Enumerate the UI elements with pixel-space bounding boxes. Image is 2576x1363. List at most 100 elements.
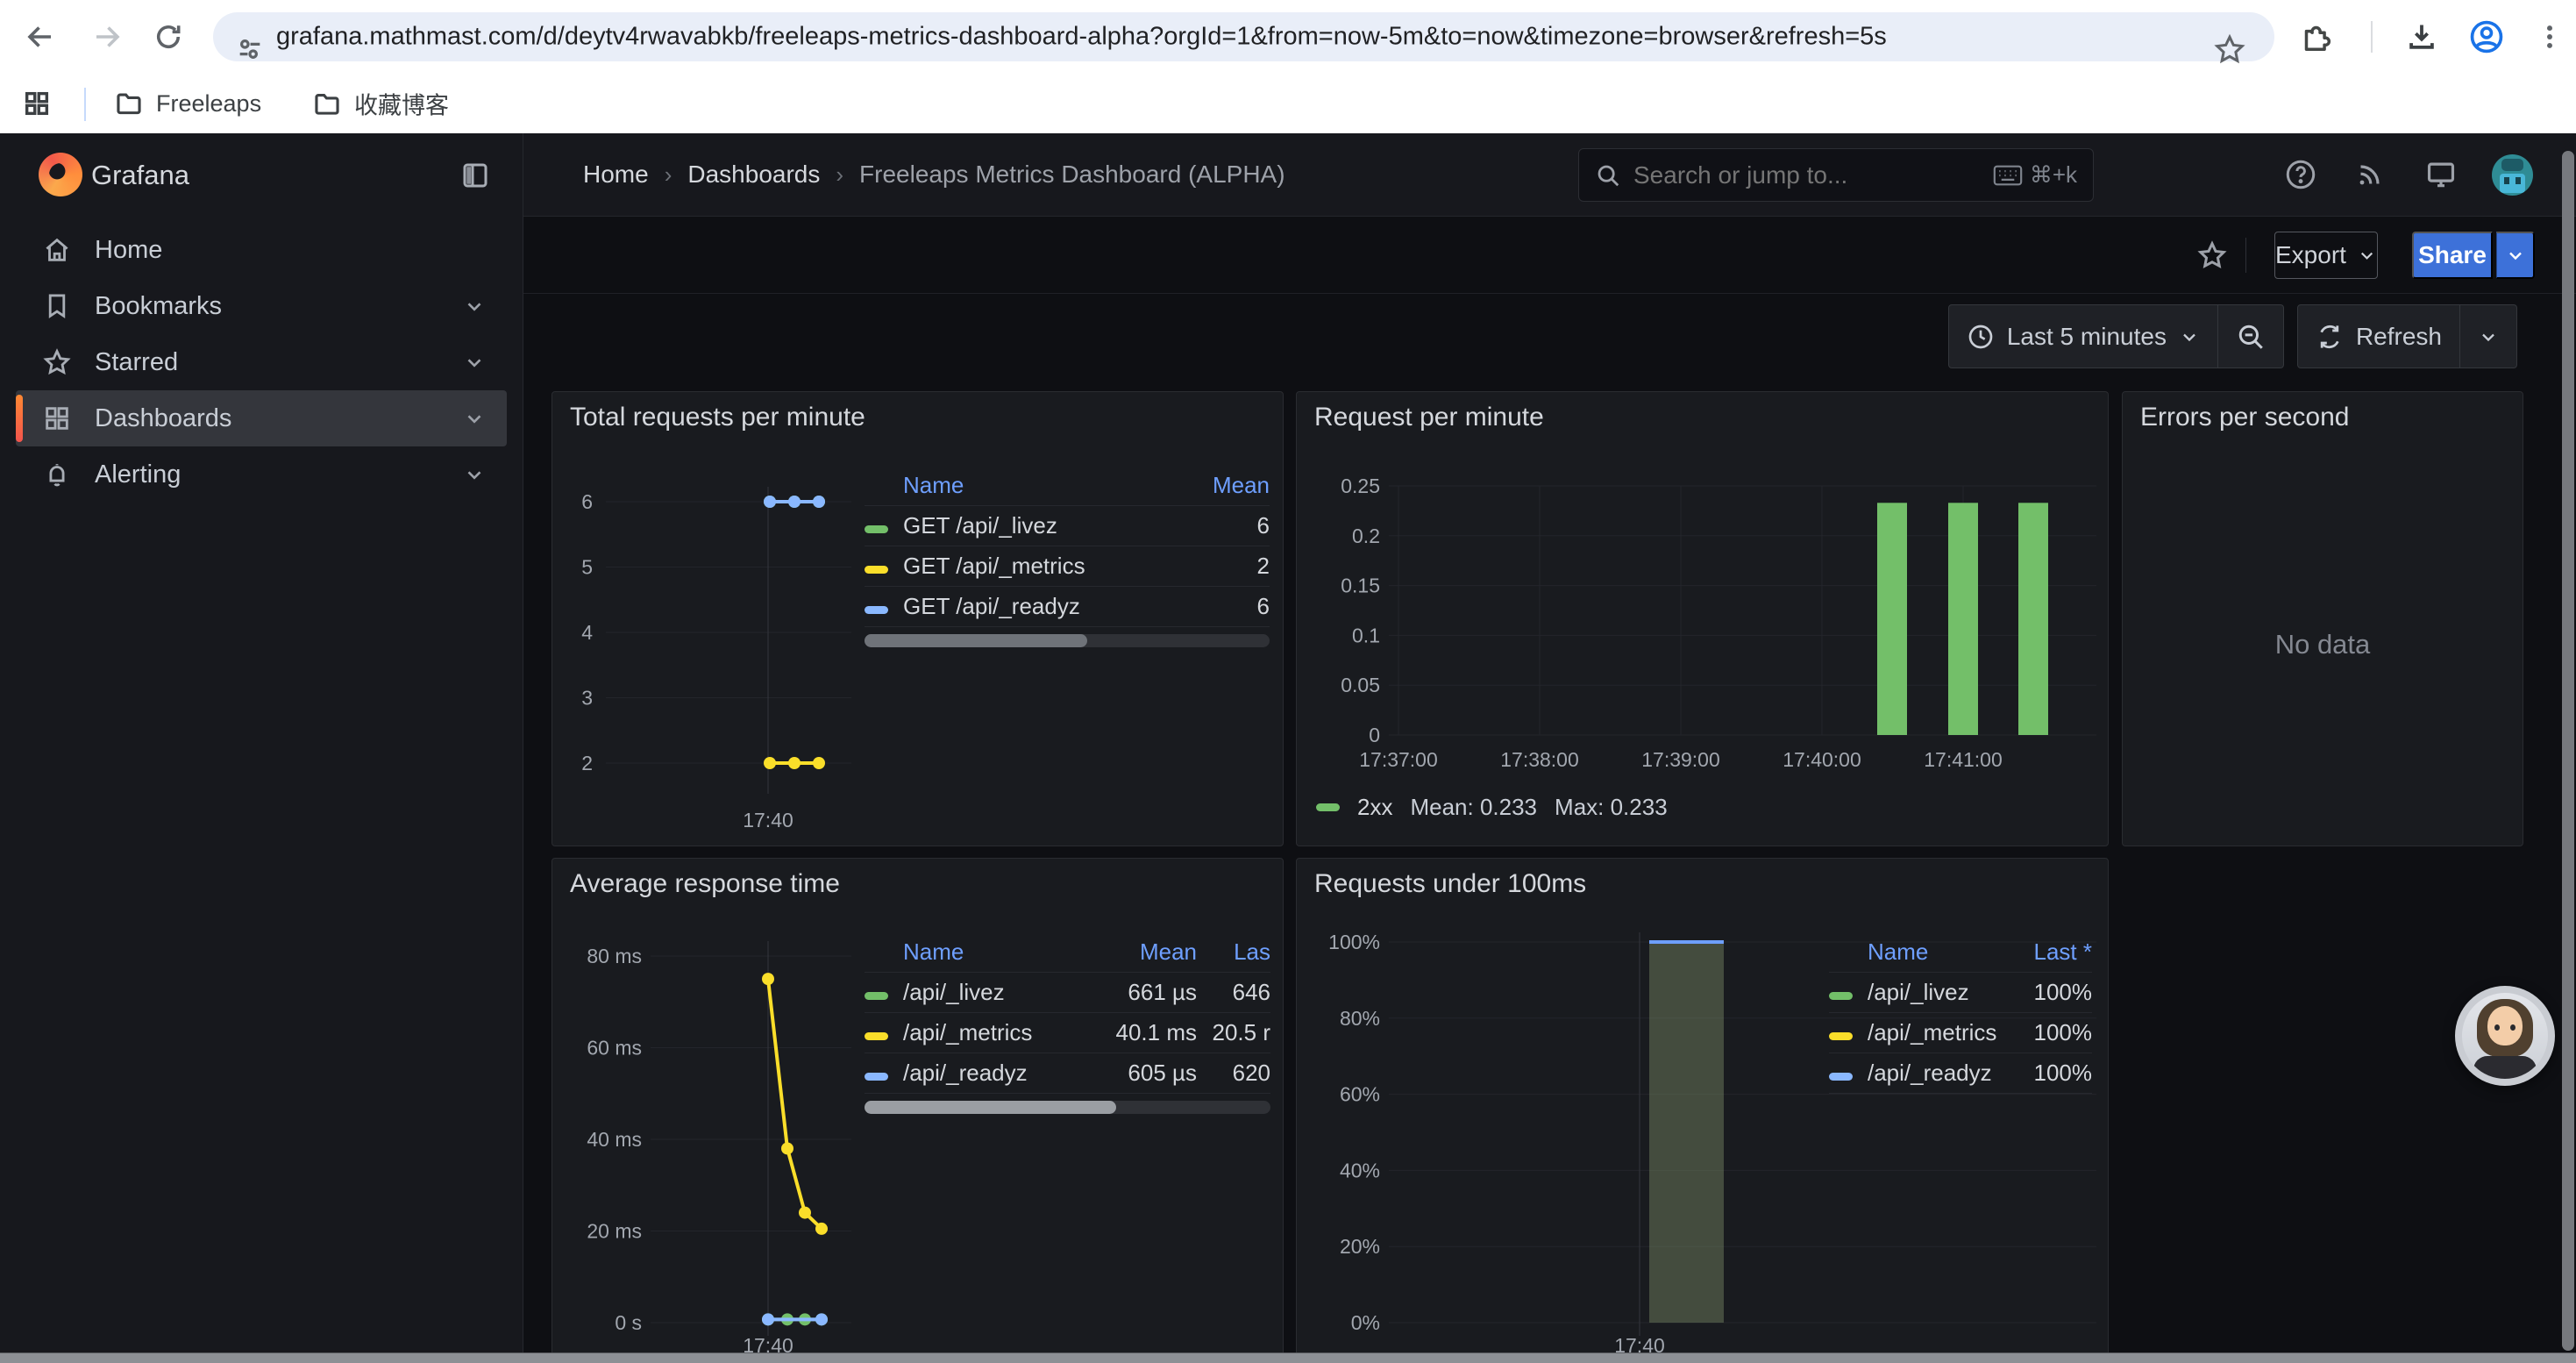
legend-row[interactable]: /api/_livez100% [1829, 973, 2092, 1013]
export-button[interactable]: Export [2274, 232, 2378, 279]
request-per-minute-chart[interactable]: 0.250.20.150.10.05017:37:0017:38:0017:39… [1297, 431, 2110, 808]
series-pill [1829, 1073, 1853, 1081]
menu-kebab-icon[interactable] [2535, 22, 2565, 52]
breadcrumb-current: Freeleaps Metrics Dashboard (ALPHA) [859, 161, 1285, 189]
legend-col: Mean [1065, 938, 1197, 966]
breadcrumb-home[interactable]: Home [583, 161, 649, 189]
back-icon[interactable] [25, 21, 56, 53]
bookmark-icon [42, 291, 72, 321]
legend-row[interactable]: /api/_metrics100% [1829, 1013, 2092, 1053]
bookmark-folder-freeleaps[interactable]: Freeleaps [114, 89, 261, 118]
refresh-button[interactable]: Refresh [2298, 305, 2459, 368]
series-name[interactable]: GET /api/_livez [903, 512, 1199, 539]
sidebar-item-home[interactable]: Home [16, 222, 507, 278]
sidebar-item-alerting[interactable]: Alerting [16, 446, 507, 503]
legend-row[interactable]: GET /api/_readyz6 [865, 587, 1270, 627]
svg-text:4: 4 [581, 621, 593, 644]
profile-icon[interactable] [2468, 18, 2505, 55]
panel-title[interactable]: Request per minute [1314, 403, 1544, 432]
legend-row[interactable]: GET /api/_metrics2 [865, 546, 1270, 587]
grafana-logo[interactable] [39, 153, 82, 196]
chevron-down-icon [2357, 245, 2377, 266]
series-name[interactable]: /api/_livez [903, 979, 1065, 1006]
chevron-down-icon[interactable] [463, 351, 486, 374]
legend-row[interactable]: GET /api/_livez6 [865, 506, 1270, 546]
floating-assistant-avatar[interactable] [2455, 986, 2555, 1086]
series-max: Max: 0.233 [1555, 794, 1668, 821]
svg-text:20%: 20% [1340, 1235, 1380, 1258]
svg-text:2: 2 [581, 752, 593, 774]
series-name[interactable]: /api/_metrics [903, 1019, 1065, 1046]
bookmark-star-icon[interactable] [2214, 33, 2245, 65]
legend-2xx[interactable]: 2xx Mean: 0.233 Max: 0.233 [1316, 794, 1668, 821]
time-controls: Last 5 minutes Refresh [1948, 304, 2517, 368]
share-button[interactable]: Share [2412, 232, 2493, 279]
sidebar-item-dashboards[interactable]: Dashboards [16, 390, 507, 446]
svg-text:0 s: 0 s [615, 1311, 642, 1334]
news-rss-icon[interactable] [2354, 159, 2386, 190]
forward-icon[interactable] [91, 21, 123, 53]
svg-text:40 ms: 40 ms [587, 1128, 642, 1151]
help-icon[interactable] [2284, 158, 2317, 191]
breadcrumb-dashboards[interactable]: Dashboards [687, 161, 820, 189]
url-text[interactable]: grafana.mathmast.com/d/deytv4rwavabkb/fr… [276, 23, 1887, 52]
series-value: 100% [2004, 1060, 2092, 1087]
bookmark-folder-blogs[interactable]: 收藏博客 [312, 87, 449, 121]
chevron-down-icon[interactable] [463, 463, 486, 486]
url-bar[interactable]: grafana.mathmast.com/d/deytv4rwavabkb/fr… [213, 12, 2274, 61]
vertical-scrollbar[interactable] [2562, 151, 2574, 1351]
legend-row[interactable]: /api/_readyz100% [1829, 1053, 2092, 1094]
panel-title[interactable]: Average response time [570, 869, 840, 899]
keyboard-icon [1993, 164, 2023, 187]
sidebar-item-bookmarks[interactable]: Bookmarks [16, 278, 507, 334]
legend-row[interactable]: /api/_metrics40.1 ms20.5 r [865, 1013, 1270, 1053]
panel-title[interactable]: Errors per second [2140, 403, 2349, 432]
legend-header: NameMeanLas [865, 932, 1270, 973]
panel-errors-per-second: Errors per second No data [2122, 391, 2523, 846]
series-value: 2 [1199, 553, 1270, 580]
series-name[interactable]: /api/_metrics [1868, 1019, 2004, 1046]
series-name[interactable]: /api/_livez [1868, 979, 2004, 1006]
zoom-out-button[interactable] [2217, 305, 2283, 368]
horizontal-scrollbar[interactable] [0, 1352, 2576, 1363]
svg-text:17:41:00: 17:41:00 [1924, 748, 2003, 771]
time-range-picker[interactable]: Last 5 minutes [1949, 305, 2217, 368]
series-name[interactable]: GET /api/_readyz [903, 593, 1199, 620]
panel-title[interactable]: Requests under 100ms [1314, 869, 1586, 899]
reload-icon[interactable] [153, 21, 184, 53]
dock-sidebar-icon[interactable] [459, 160, 491, 191]
search-input[interactable] [1633, 161, 1993, 189]
chevron-down-icon[interactable] [463, 407, 486, 430]
series-pill [865, 606, 888, 614]
extensions-icon[interactable] [2298, 20, 2331, 54]
refresh-interval-dropdown[interactable] [2459, 305, 2516, 368]
user-avatar[interactable] [2492, 154, 2533, 196]
toolbar-divider [2371, 21, 2373, 53]
legend-hscrollbar[interactable] [865, 634, 1270, 647]
favorite-star-icon[interactable] [2196, 239, 2228, 271]
panel-request-per-minute: Request per minute 0.250.20.150.10.05017… [1296, 391, 2109, 846]
legend-row[interactable]: /api/_livez661 µs646 [865, 973, 1270, 1013]
series-name[interactable]: GET /api/_metrics [903, 553, 1199, 580]
sidebar-item-starred[interactable]: Starred [16, 334, 507, 390]
share-dropdown-button[interactable] [2496, 232, 2535, 279]
top-nav: Home › Dashboards › Freeleaps Metrics Da… [523, 133, 2576, 217]
star-icon [42, 347, 72, 377]
chevron-down-icon [2179, 326, 2200, 347]
chevron-down-icon [2478, 326, 2499, 347]
legend-hscrollbar[interactable] [865, 1101, 1270, 1114]
series-name[interactable]: /api/_readyz [1868, 1060, 2004, 1087]
series-name[interactable]: /api/_readyz [903, 1060, 1065, 1087]
download-icon[interactable] [2405, 20, 2438, 54]
chevron-down-icon[interactable] [463, 295, 486, 318]
apps-grid-icon[interactable] [22, 89, 52, 118]
legend-row[interactable]: /api/_readyz605 µs620 [865, 1053, 1270, 1094]
site-settings-icon[interactable] [235, 34, 265, 64]
search-shortcut: ⌘+k [1993, 161, 2077, 189]
kiosk-monitor-icon[interactable] [2424, 158, 2458, 191]
search-bar[interactable]: ⌘+k [1578, 148, 2094, 202]
panel-title[interactable]: Total requests per minute [570, 403, 865, 432]
search-icon [1595, 162, 1621, 189]
svg-text:6: 6 [581, 490, 593, 513]
brand-name[interactable]: Grafana [91, 160, 189, 191]
